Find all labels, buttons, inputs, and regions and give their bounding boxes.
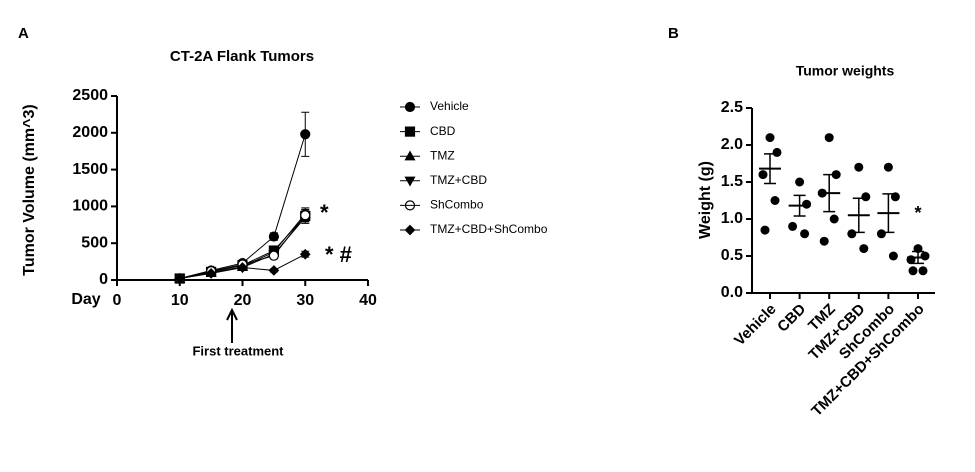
y-tick-label: 1.0 [721, 210, 743, 227]
data-point [920, 251, 930, 261]
legend-label: TMZ+CBD [430, 173, 487, 187]
marker [237, 262, 248, 273]
series-line [179, 134, 306, 280]
legend-label: CBD [430, 124, 456, 138]
data-point [795, 177, 805, 187]
data-point [788, 221, 798, 231]
y-tick-label: 0.0 [721, 284, 743, 301]
data-point [829, 214, 839, 224]
arrow [226, 307, 238, 343]
y-tick-label: 0.5 [721, 247, 743, 264]
data-point [908, 266, 918, 276]
data-point [824, 133, 834, 143]
data-point [883, 162, 893, 172]
x-tick-label: 30 [296, 292, 314, 309]
error-bar [823, 173, 836, 213]
legend-label: TMZ+CBD+ShCombo [430, 222, 548, 236]
legend-label: Vehicle [430, 99, 469, 113]
data-point [819, 236, 829, 246]
data-point [854, 162, 864, 172]
annotation: * [320, 200, 329, 225]
panel-label: A [18, 25, 29, 42]
x-tick-label: Vehicle [731, 301, 780, 350]
data-point [760, 225, 770, 235]
annotation: First treatment [192, 343, 284, 358]
legend-label: ShCombo [430, 198, 484, 212]
data-point [876, 229, 886, 239]
data-point [772, 147, 782, 157]
marker [205, 268, 217, 279]
y-axis-label: Tumor Volume (mm^3) [21, 104, 38, 275]
x-tick-label: CBD [774, 300, 809, 335]
x-axis-label: Day [71, 291, 100, 308]
data-point [770, 196, 780, 205]
data-point [861, 192, 871, 202]
marker [299, 248, 311, 260]
y-tick-label: 0 [99, 271, 108, 288]
y-tick-label: 500 [81, 234, 108, 251]
chart-title: CT-2A Flank Tumors [170, 48, 314, 65]
marker [300, 210, 311, 221]
error-bar [912, 250, 924, 265]
x-tick-label: 20 [234, 292, 252, 309]
y-axis-label: Weight (g) [697, 161, 714, 239]
annotation: * [914, 203, 921, 223]
data-point [800, 229, 810, 239]
error-bar [793, 194, 806, 217]
panel-label: B [668, 25, 679, 42]
data-point [859, 244, 869, 254]
y-tick-label: 2000 [72, 124, 108, 141]
x-tick-label: 0 [113, 292, 122, 309]
annotation: * # [325, 242, 352, 267]
data-point [758, 170, 768, 180]
data-point [765, 133, 775, 143]
data-point [888, 251, 898, 261]
marker [268, 250, 279, 261]
chart-title: Tumor weights [796, 63, 895, 79]
error-bar [764, 153, 776, 185]
x-tick-label: 40 [359, 292, 377, 309]
error-bar [852, 197, 865, 234]
y-tick-label: 2500 [72, 87, 108, 104]
data-point [918, 266, 928, 276]
y-tick-label: 1500 [72, 161, 108, 178]
data-point [831, 170, 841, 180]
data-point [847, 229, 857, 239]
data-point [802, 199, 812, 209]
y-tick-label: 1000 [72, 198, 108, 215]
y-tick-label: 2.0 [721, 136, 743, 153]
legend-label: TMZ [430, 148, 455, 162]
x-tick-label: 10 [171, 292, 189, 309]
marker [268, 265, 280, 276]
marker [268, 231, 279, 242]
y-tick-label: 1.5 [721, 173, 743, 190]
error-bar [882, 193, 895, 234]
marker [174, 273, 186, 284]
marker [300, 129, 311, 140]
y-tick-label: 2.5 [721, 99, 743, 116]
